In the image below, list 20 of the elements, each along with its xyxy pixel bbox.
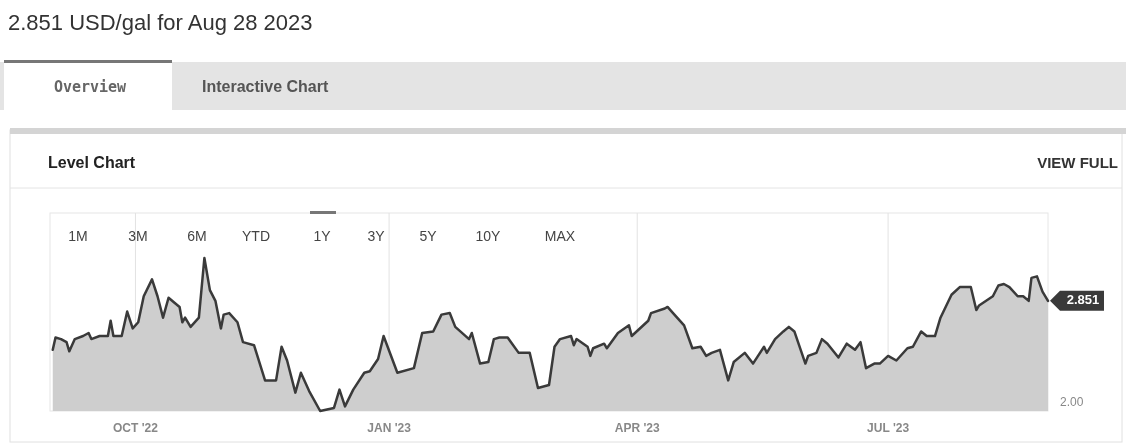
x-tick-label: JAN '23 [367,421,412,435]
x-tick-label: JUL '23 [867,421,910,435]
text: 1Y [313,228,332,244]
text: Interactive Chart [202,78,329,95]
x-tick-label: OCT '22 [113,421,159,435]
text: 5Y [419,228,438,244]
text: 1M [68,228,88,244]
text: VIEW FULL [1037,154,1118,171]
text: 3Y [367,228,386,244]
chart-title: 2.851 USD/gal for Aug 28 2023 [8,10,313,35]
text: Level Chart [48,154,136,171]
text: 6M [187,228,207,244]
text: 2.00 [1060,395,1084,410]
annotation: 2.851 [1066,292,1100,308]
text: MAX [544,228,576,244]
x-tick-label: APR '23 [614,421,660,435]
text: 3M [128,228,148,244]
text: Overview [53,78,128,96]
text: 10Y [475,228,502,244]
text: YTD [242,228,270,244]
